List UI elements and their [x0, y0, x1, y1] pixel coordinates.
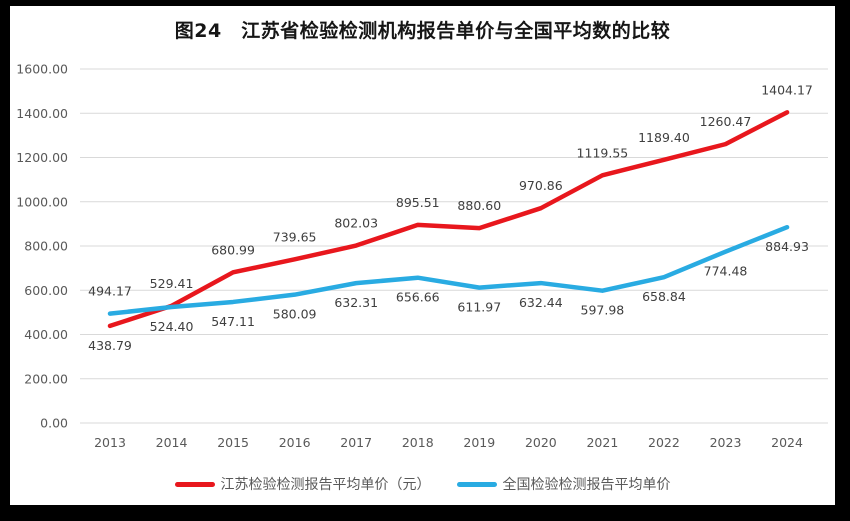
data-label: 802.03 — [334, 216, 378, 231]
y-axis-tick-label: 200.00 — [24, 371, 68, 386]
x-axis-tick-label: 2019 — [463, 435, 495, 450]
data-label: 970.86 — [519, 178, 563, 193]
chart-canvas: 0.00 200.00 400.00 600.00 800.00 1000.00 1200.… — [16, 62, 828, 450]
x-axis-tick-label: 2018 — [402, 435, 434, 450]
data-label: 597.98 — [581, 303, 625, 318]
data-label: 611.97 — [457, 300, 501, 315]
y-axis-tick-label: 1600.00 — [16, 62, 68, 77]
data-label: 547.11 — [211, 314, 255, 329]
x-axis-tick-label: 2014 — [156, 435, 188, 450]
y-axis-tick-label: 1200.00 — [16, 150, 68, 165]
legend-label-jiangsu: 江苏检验检测报告平均单价（元） — [220, 477, 431, 493]
y-axis-tick-label: 1000.00 — [16, 194, 68, 209]
data-label: 494.17 — [88, 284, 132, 299]
data-label: 632.31 — [334, 295, 378, 310]
chart-title: 图24 江苏省检验检测机构报告单价与全国平均数的比较 — [174, 20, 671, 42]
legend-item-national: 全国检验检测报告平均单价 — [456, 474, 671, 494]
data-label: 895.51 — [396, 195, 440, 210]
chart-frame: 图24 江苏省检验检测机构报告单价与全国平均数的比较 0.00 200.00 400… — [10, 6, 835, 505]
x-axis-tick-label: 2024 — [771, 435, 803, 450]
data-label: 774.48 — [704, 264, 748, 279]
x-axis-tick-label: 2022 — [648, 435, 680, 450]
data-label: 1404.17 — [761, 82, 813, 97]
data-label: 680.99 — [211, 242, 255, 257]
data-label: 1260.47 — [700, 114, 752, 129]
data-label: 438.79 — [88, 338, 132, 353]
y-axis-tick-label: 1400.00 — [16, 106, 68, 121]
data-label: 524.40 — [150, 319, 194, 334]
data-label: 658.84 — [642, 289, 686, 304]
legend-item-jiangsu: 江苏检验检测报告平均单价（元） — [174, 474, 431, 494]
x-axis-tick-label: 2015 — [217, 435, 249, 450]
x-axis-tick-label: 2020 — [525, 435, 557, 450]
data-label: 880.60 — [457, 198, 501, 213]
legend-label-national: 全国检验检测报告平均单价 — [502, 477, 671, 493]
data-label: 529.41 — [150, 276, 194, 291]
data-label: 1189.40 — [638, 130, 690, 145]
data-label: 580.09 — [273, 307, 317, 322]
data-label: 632.44 — [519, 295, 563, 310]
x-axis-tick-label: 2021 — [586, 435, 618, 450]
y-axis-tick-label: 0.00 — [40, 416, 68, 431]
data-label: 884.93 — [765, 239, 809, 254]
y-axis-tick-label: 800.00 — [24, 239, 68, 254]
y-axis-tick-label: 600.00 — [24, 283, 68, 298]
y-axis-tick-label: 400.00 — [24, 327, 68, 342]
x-axis-tick-label: 2023 — [710, 435, 742, 450]
national-line-swatch — [456, 481, 497, 487]
chart-legend: 江苏检验检测报告平均单价（元） 全国检验检测报告平均单价 — [10, 474, 835, 494]
x-axis-tick-label: 2017 — [340, 435, 372, 450]
jiangsu-line-swatch — [174, 481, 215, 487]
data-label: 739.65 — [273, 229, 317, 244]
x-axis-tick-label: 2016 — [279, 435, 311, 450]
series-line-1 — [107, 224, 790, 316]
data-label: 656.66 — [396, 290, 440, 305]
data-label: 1119.55 — [577, 145, 629, 160]
x-axis-tick-label: 2013 — [94, 435, 126, 450]
series-line-0 — [107, 110, 790, 329]
